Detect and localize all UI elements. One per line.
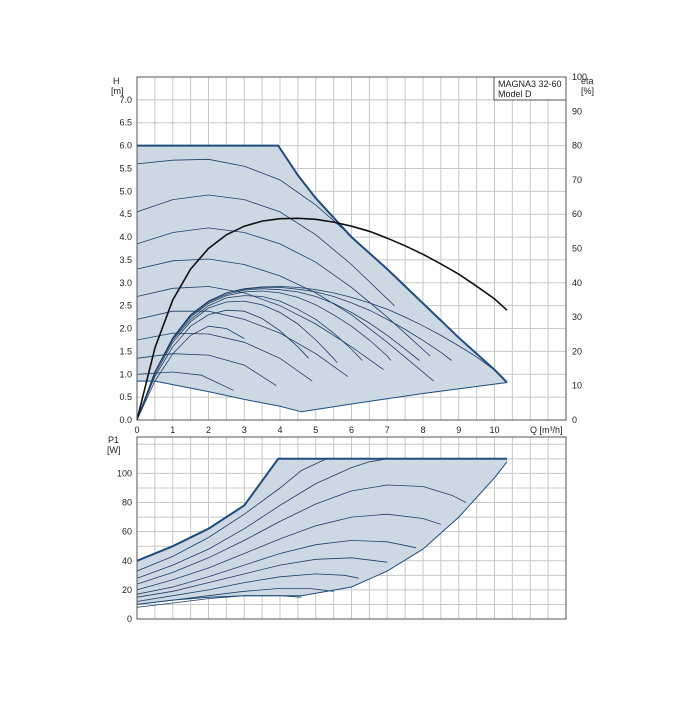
power-ytick-label: 100 <box>117 468 132 478</box>
head-xtick-label: 0 <box>134 425 139 435</box>
eta-ytick-label: 60 <box>572 209 582 219</box>
power-curve <box>136 539 416 595</box>
head-curve <box>136 309 309 421</box>
head-xtick-label: 7 <box>385 425 390 435</box>
head-ytick-label: 5.0 <box>119 186 132 196</box>
head-ytick-label: 0.5 <box>119 392 132 402</box>
eta-ytick-label: 80 <box>572 141 582 151</box>
power-curve <box>136 557 388 598</box>
legend-line-2: Model D <box>498 89 532 99</box>
head-curve <box>136 290 392 421</box>
power-axis-unit: [W] <box>107 445 121 455</box>
eta-ytick-label: 50 <box>572 244 582 254</box>
head-max-curve <box>137 144 508 384</box>
head-ytick-label: 4.5 <box>119 209 132 219</box>
power-ytick-label: 60 <box>122 527 132 537</box>
head-curve <box>136 258 434 382</box>
head-curve <box>136 286 384 371</box>
legend-line-1: MAGNA3 32-60 <box>498 79 562 89</box>
head-panel: 0.0 0.5 1.0 1.5 2.0 2.5 3.0 3.5 4.0 4.5 5.0 5.5 6.0 6… <box>111 72 594 435</box>
head-ytick-label: 0.0 <box>119 415 132 425</box>
head-ytick-label: 2.5 <box>119 301 132 311</box>
head-ytick-label: 3.0 <box>119 278 132 288</box>
x-axis-label: Q [m³/h] <box>530 425 563 435</box>
head-ytick-label: 6.5 <box>119 118 132 128</box>
head-curve <box>136 332 313 382</box>
head-xtick-label: 4 <box>277 425 282 435</box>
head-axis-unit: [m] <box>111 86 124 96</box>
legend-frame <box>493 76 567 101</box>
power-curve <box>136 573 359 602</box>
head-xtick-label: 1 <box>170 425 175 435</box>
eta-ytick-label: 70 <box>572 175 582 185</box>
head-ytick-label: 1.5 <box>119 346 132 356</box>
power-ytick-label: 80 <box>122 498 132 508</box>
power-plot-frame <box>136 436 567 620</box>
head-operating-area <box>137 145 507 412</box>
head-xtick-label: 6 <box>349 425 354 435</box>
head-curve <box>136 227 431 357</box>
head-xtick-label: 8 <box>420 425 425 435</box>
eta-ytick-label: 10 <box>572 381 582 391</box>
power-max-curve <box>136 457 507 562</box>
power-ytick-label: 40 <box>122 556 132 566</box>
power-curve <box>136 513 442 591</box>
eta-ytick-label: 0 <box>572 415 577 425</box>
head-ytick-label: 3.5 <box>119 255 132 265</box>
head-curve <box>136 371 234 391</box>
head-curve <box>136 300 338 421</box>
head-ytick-label: 6.0 <box>119 141 132 151</box>
power-curve <box>136 458 388 579</box>
efficiency-curve <box>136 217 508 421</box>
head-plot-frame <box>136 76 567 421</box>
head-xtick-label: 10 <box>489 425 499 435</box>
head-curve <box>136 295 363 421</box>
head-ytick-label: 4.0 <box>119 232 132 242</box>
eta-ytick-label: 20 <box>572 346 582 356</box>
head-xtick-label: 3 <box>242 425 247 435</box>
legend-box: MAGNA3 32-60 Model D <box>493 76 567 101</box>
power-min-curve <box>136 461 508 605</box>
head-ytick-label: 7.0 <box>119 95 132 105</box>
head-xtick-label: 5 <box>313 425 318 435</box>
power-panel: 0 20 40 60 80 100 P1[W] <box>107 435 567 624</box>
eta-ytick-label: 40 <box>572 278 582 288</box>
head-curve <box>136 194 395 306</box>
head-curve <box>136 158 345 231</box>
head-xtick-label: 2 <box>206 425 211 435</box>
head-min-curve <box>137 380 508 413</box>
head-ytick-label: 5.5 <box>119 163 132 173</box>
head-curve <box>136 353 277 387</box>
eta-ytick-label: 100 <box>572 72 587 82</box>
power-ytick-label: 0 <box>127 614 132 624</box>
eta-axis-unit: [%] <box>581 86 594 96</box>
head-curve <box>136 310 349 377</box>
head-ytick-label: 2.0 <box>119 324 132 334</box>
power-axis-label: P1 <box>108 435 119 445</box>
eta-axis-label: eta <box>581 76 594 86</box>
eta-ytick-label: 30 <box>572 312 582 322</box>
head-axis-label: H <box>113 76 120 86</box>
head-ytick-label: 1.0 <box>119 369 132 379</box>
power-curve <box>136 484 467 585</box>
head-curve <box>136 286 492 421</box>
eta-ytick-label: 90 <box>572 106 582 116</box>
power-ytick-label: 20 <box>122 585 132 595</box>
head-xtick-label: 9 <box>456 425 461 435</box>
power-operating-area <box>137 458 507 605</box>
power-curve <box>136 458 327 572</box>
